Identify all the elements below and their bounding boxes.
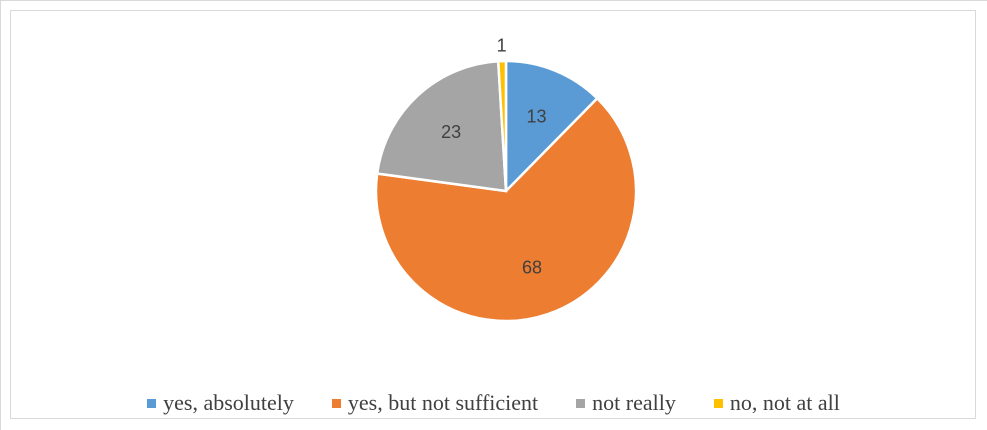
data-label-not-really: 23 (441, 122, 461, 142)
pie-slice-yes-not-sufficient (374, 96, 638, 323)
legend: yes, absolutely yes, but not sufficient … (0, 388, 987, 418)
pie-slice-yes-absolutely (504, 59, 600, 195)
legend-swatch-yes-absolutely (147, 398, 157, 408)
legend-label-yes-not-sufficient: yes, but not sufficient (347, 390, 539, 415)
legend-item-no-not-at-all: no, not at all (713, 390, 840, 416)
legend-item-yes-absolutely: yes, absolutely (147, 390, 294, 416)
legend-swatch-no-not-at-all (713, 398, 723, 408)
frame-top-edge (0, 0, 987, 1)
frame-left-edge (0, 0, 1, 430)
pie-slice-not-really (375, 59, 508, 193)
legend-label-yes-absolutely: yes, absolutely (163, 390, 294, 415)
legend-swatch-not-really (576, 398, 586, 408)
legend-item-yes-not-sufficient: yes, but not sufficient (331, 390, 539, 416)
legend-label-not-really: not really (592, 390, 676, 415)
data-label-no-not-at-all: 1 (497, 35, 507, 55)
data-label-yes-not-sufficient: 68 (522, 257, 542, 277)
legend-swatch-yes-not-sufficient (331, 398, 341, 408)
data-label-yes-absolutely: 13 (527, 106, 547, 126)
pie-slice-no-not-at-all (496, 59, 508, 192)
legend-item-not-really: not really (576, 390, 676, 416)
legend-label-no-not-at-all: no, not at all (729, 390, 840, 415)
